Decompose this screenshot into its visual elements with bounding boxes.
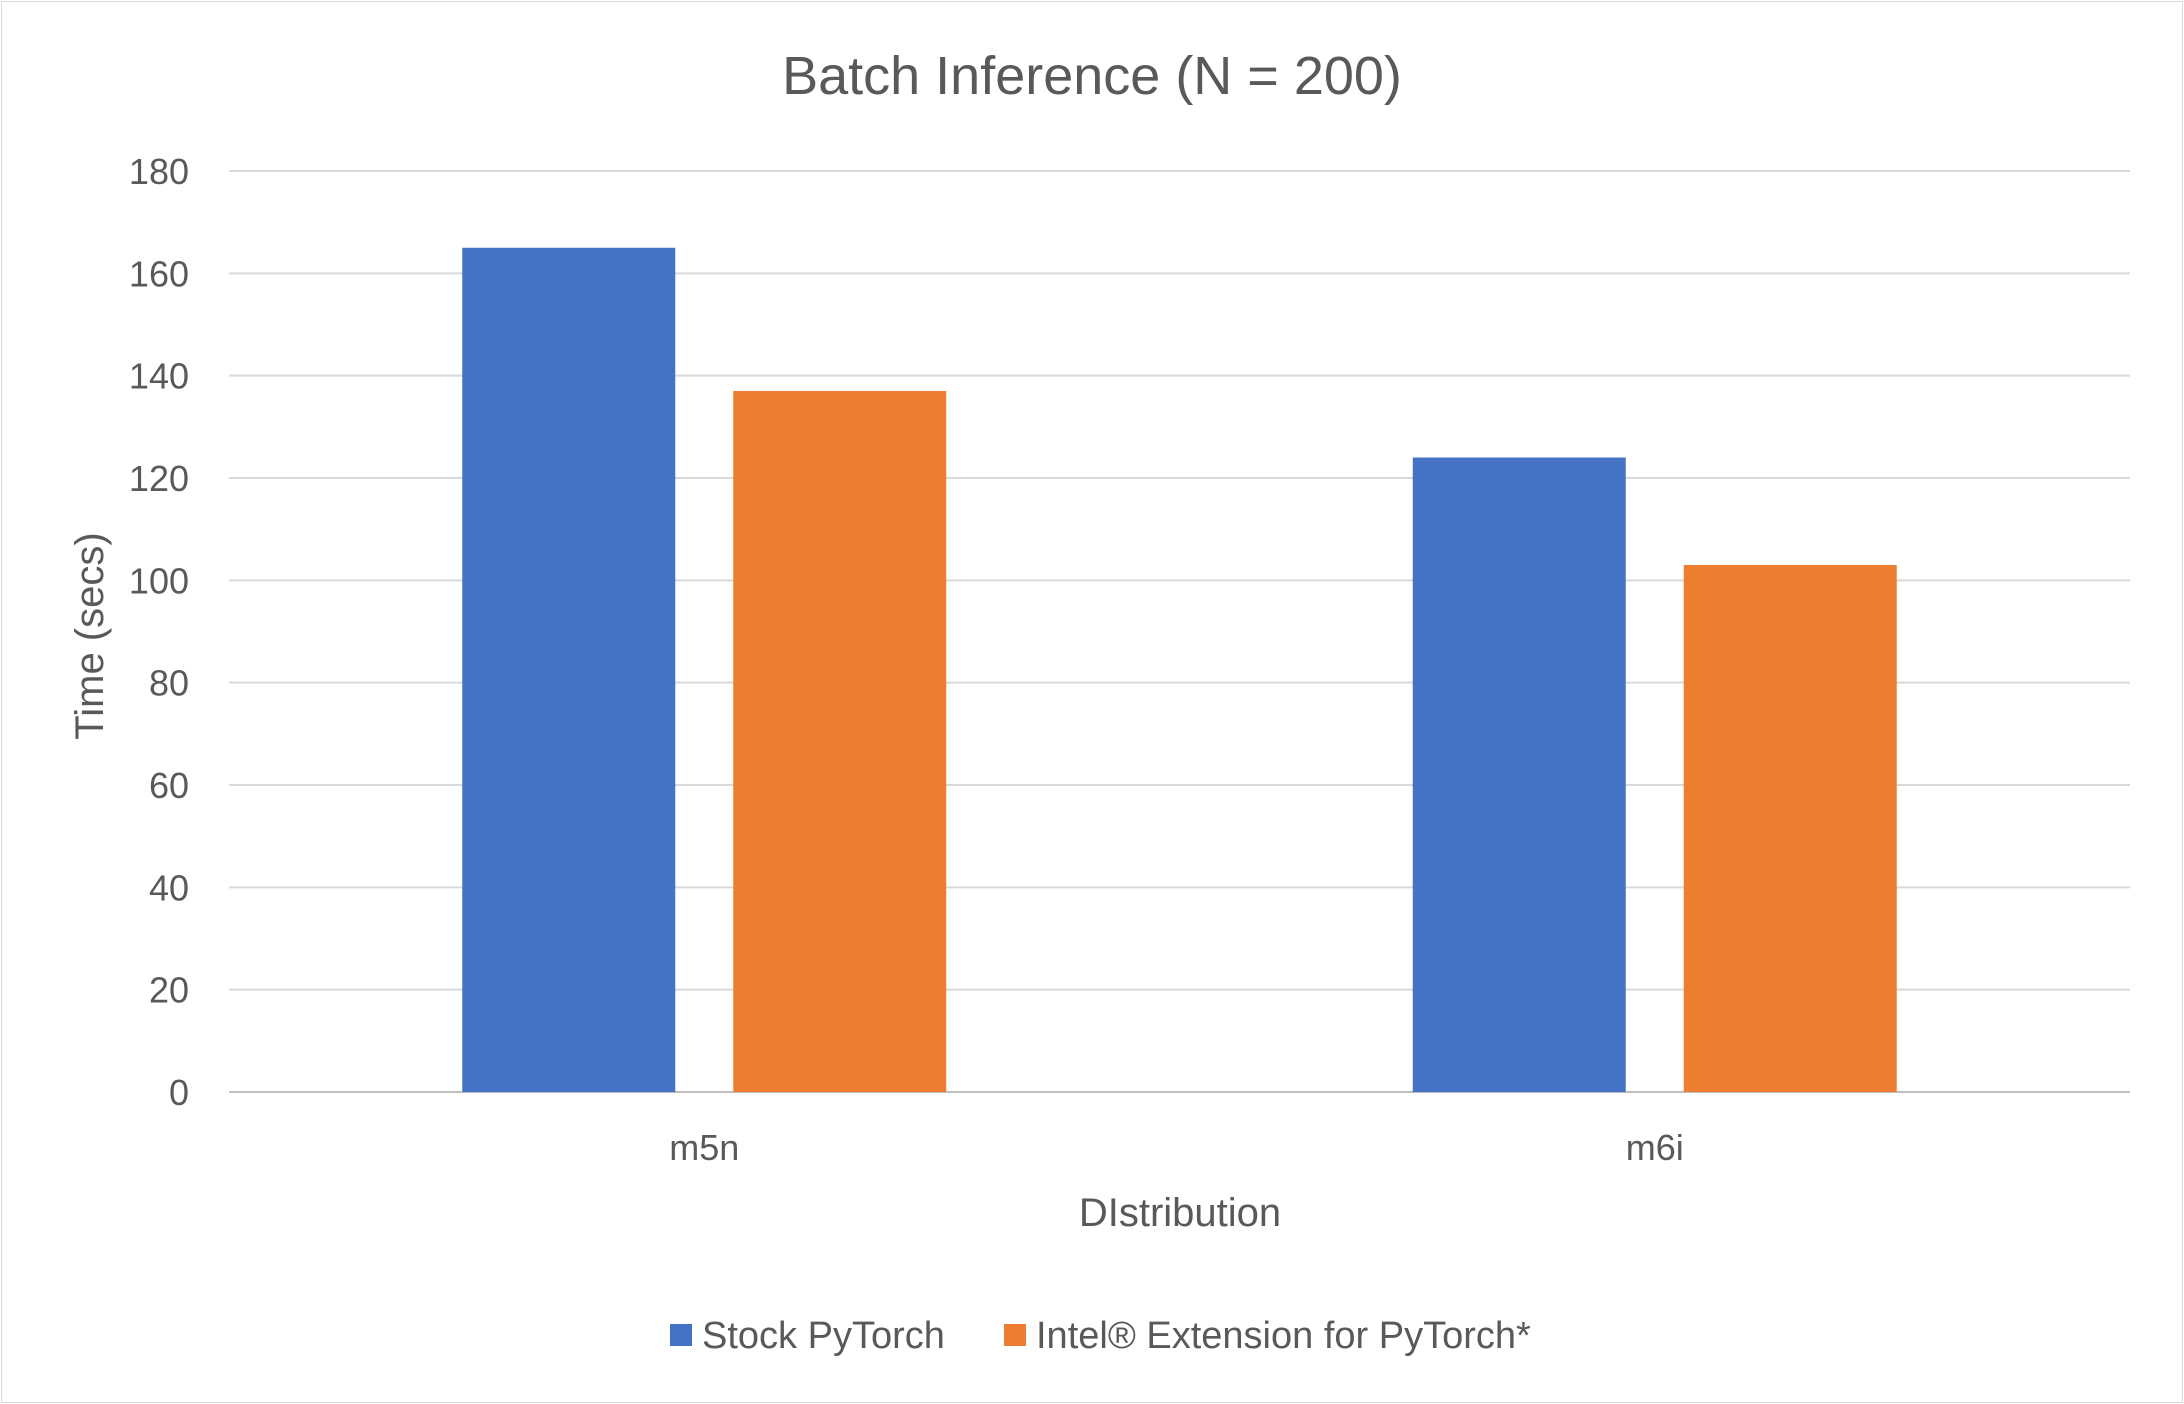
bar-m5n-series-2 [733,391,947,1092]
bar-m5n-series-1 [462,247,676,1092]
y-tick-label: 80 [149,663,189,704]
y-tick-label: 180 [129,151,189,192]
y-axis-ticks: 0 20 40 60 80 100 120 140 160 180 [129,151,189,1113]
legend-label: Intel® Extension for PyTorch* [1036,1315,1531,1357]
y-tick-label: 100 [129,560,189,601]
y-tick-label: 60 [149,765,189,806]
x-axis-title: DIstribution [1079,1191,1281,1235]
legend-label: Stock PyTorch [702,1315,945,1357]
y-tick-label: 20 [149,970,189,1011]
y-tick-label: 160 [129,253,189,294]
bar-m6i-series-1 [1412,457,1626,1092]
legend-swatch [1004,1324,1026,1346]
x-tick-label: m5n [669,1127,739,1168]
x-axis-ticks: m5n m6i [669,1127,1684,1168]
y-tick-label: 120 [129,458,189,499]
legend: Stock PyTorch Intel® Extension for PyTorc… [670,1315,1531,1357]
y-tick-label: 140 [129,356,189,397]
y-tick-label: 0 [169,1072,189,1113]
x-tick-label: m6i [1626,1127,1684,1168]
bar-m6i-series-2 [1683,564,1897,1092]
legend-swatch [670,1324,692,1346]
y-axis-title: Time (secs) [68,532,112,739]
bars [462,247,1897,1092]
chart-title: Batch Inference (N = 200) [782,46,1402,106]
y-tick-label: 40 [149,867,189,908]
